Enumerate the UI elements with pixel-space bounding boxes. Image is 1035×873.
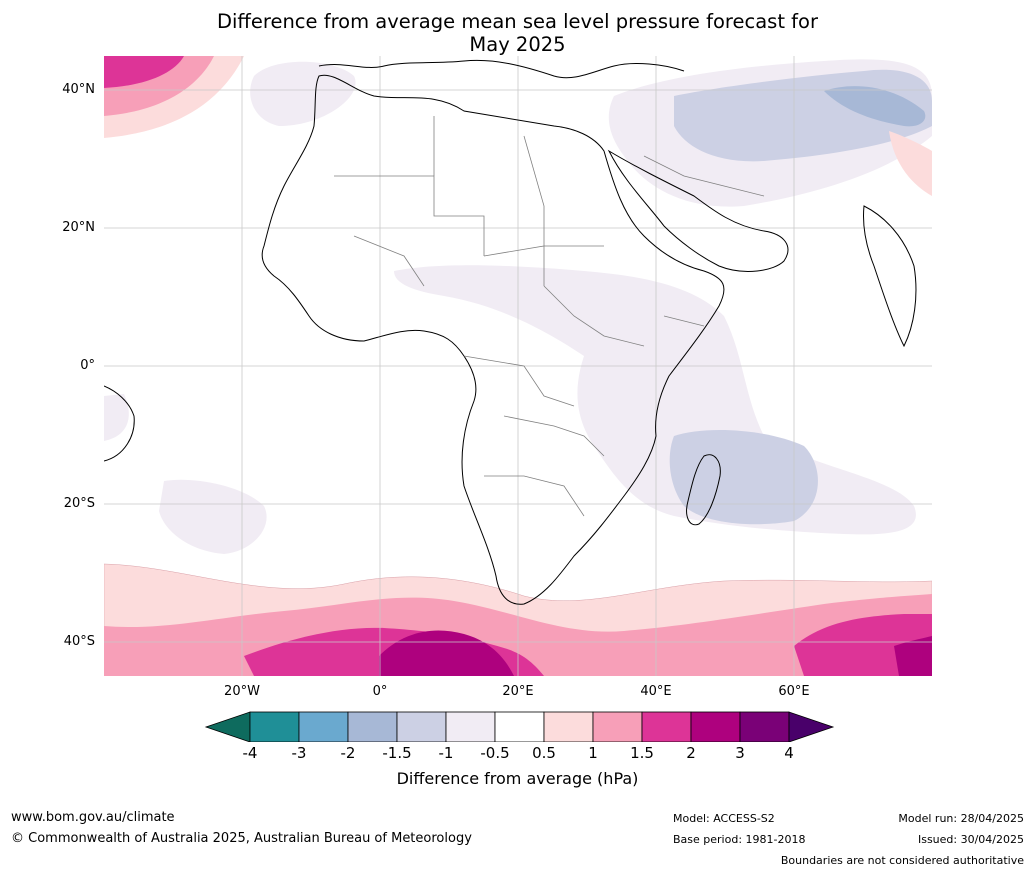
footer-copyright: © Commonwealth of Australia 2025, Austra… bbox=[11, 831, 472, 846]
africa-coast bbox=[261, 74, 725, 605]
colorbar-tick: -1.5 bbox=[382, 744, 412, 762]
madagascar-coast bbox=[686, 454, 721, 526]
footer-issued: Issued: 30/04/2025 bbox=[917, 833, 1024, 846]
footer-model-run: Model run: 28/04/2025 bbox=[898, 812, 1024, 825]
colorbar-extend-low bbox=[204, 711, 251, 742]
lat-label-40n: 40°N bbox=[62, 82, 95, 97]
map-svg bbox=[104, 56, 932, 676]
colorbar-cell bbox=[249, 711, 300, 742]
map-title: Difference from average mean sea level p… bbox=[0, 10, 1035, 56]
lon-label-0: 0° bbox=[372, 684, 388, 699]
colorbar-cell bbox=[347, 711, 398, 742]
anomaly-neg-madagascar bbox=[669, 430, 818, 525]
colorbar-cell bbox=[543, 711, 594, 742]
lon-label-20e: 20°E bbox=[502, 684, 534, 699]
colorbar bbox=[204, 711, 835, 742]
footer-model: Model: ACCESS-S2 bbox=[673, 812, 775, 825]
colorbar-tick: 0.5 bbox=[532, 744, 556, 762]
colorbar-tick: -0.5 bbox=[480, 744, 510, 762]
colorbar-tick: 1 bbox=[588, 744, 598, 762]
footer-boundaries: Boundaries are not considered authoritat… bbox=[780, 854, 1024, 867]
footer-url: www.bom.gov.au/climate bbox=[11, 810, 175, 825]
title-line-2: May 2025 bbox=[469, 33, 566, 56]
colorbar-tick: -1 bbox=[438, 744, 454, 762]
anomaly-neg-asia-2 bbox=[824, 86, 926, 127]
colorbar-extend-high bbox=[788, 711, 835, 742]
footer-base-period: Base period: 1981-2018 bbox=[673, 833, 806, 846]
lon-label-40e: 40°E bbox=[640, 684, 672, 699]
title-line-1: Difference from average mean sea level p… bbox=[217, 10, 818, 33]
anomaly-nw-magenta bbox=[104, 56, 184, 88]
anomaly-south-deep-2 bbox=[894, 636, 932, 676]
colorbar-tick: 3 bbox=[735, 744, 745, 762]
arabia-coast bbox=[607, 149, 789, 272]
colorbar-cell bbox=[592, 711, 643, 742]
colorbar-cell bbox=[298, 711, 349, 742]
colorbar-cell bbox=[396, 711, 447, 742]
anomaly-light-neg-west bbox=[104, 394, 129, 441]
colorbar-cell bbox=[641, 711, 692, 742]
lon-label-60e: 60°E bbox=[778, 684, 810, 699]
colorbar-cell bbox=[690, 711, 741, 742]
colorbar-label: Difference from average (hPa) bbox=[396, 769, 639, 788]
colorbar-tick: -2 bbox=[340, 744, 356, 762]
colorbar-cell bbox=[494, 711, 545, 742]
colorbar-tick: 2 bbox=[686, 744, 696, 762]
lat-label-40s: 40°S bbox=[63, 634, 95, 649]
colorbar-tick: 1.5 bbox=[630, 744, 654, 762]
colorbar-cell bbox=[739, 711, 790, 742]
anomaly-light-neg-atlantic bbox=[159, 479, 267, 554]
coastlines bbox=[104, 59, 917, 605]
anomaly-light-neg-1 bbox=[250, 61, 356, 127]
colorbar-tick: -4 bbox=[242, 744, 258, 762]
lon-label-20w: 20°W bbox=[224, 684, 260, 699]
gridlines bbox=[104, 56, 932, 676]
europe-coast bbox=[318, 59, 685, 79]
lat-label-20n: 20°N bbox=[62, 220, 95, 235]
country-borders bbox=[334, 116, 765, 517]
anomaly-pos-india bbox=[889, 131, 932, 196]
west-south-america bbox=[104, 385, 135, 462]
map-area bbox=[104, 56, 932, 676]
india-coast bbox=[863, 205, 917, 348]
lat-label-20s: 20°S bbox=[63, 496, 95, 511]
colorbar-cell bbox=[445, 711, 496, 742]
colorbar-tick: 4 bbox=[784, 744, 794, 762]
lat-label-0: 0° bbox=[80, 358, 95, 373]
colorbar-tick: -3 bbox=[291, 744, 307, 762]
